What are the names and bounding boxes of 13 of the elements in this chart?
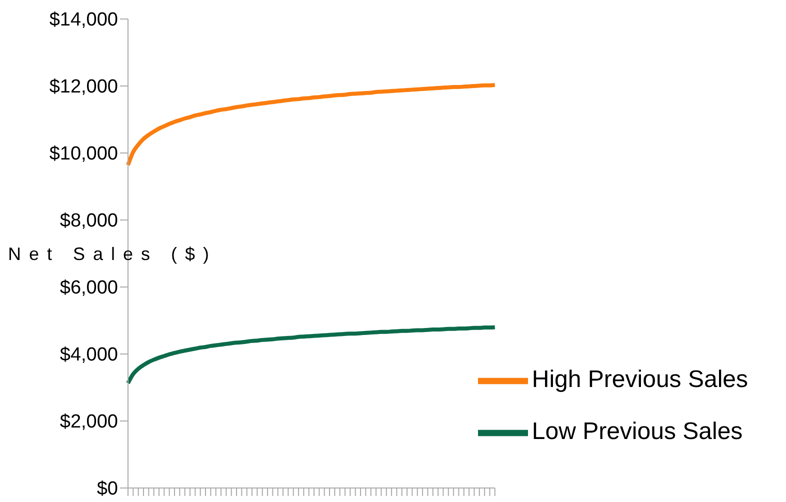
y-tick-label: $10,000 — [49, 144, 118, 165]
line-series — [126, 82, 497, 168]
y-axis-title: Net Sales ($) — [8, 244, 218, 265]
y-tick-label: $0 — [96, 478, 118, 500]
line-series — [126, 325, 497, 386]
legend-label: Low Previous Sales — [532, 418, 743, 445]
y-tick-label: $12,000 — [49, 76, 118, 98]
y-tick-label: $2,000 — [60, 412, 118, 433]
y-tick-label: $14,000 — [49, 10, 118, 31]
y-tick-label: $6,000 — [60, 278, 118, 299]
y-tick-label: $4,000 — [60, 344, 118, 366]
legend-label: High Previous Sales — [532, 366, 748, 393]
y-tick-label: $8,000 — [60, 210, 118, 232]
